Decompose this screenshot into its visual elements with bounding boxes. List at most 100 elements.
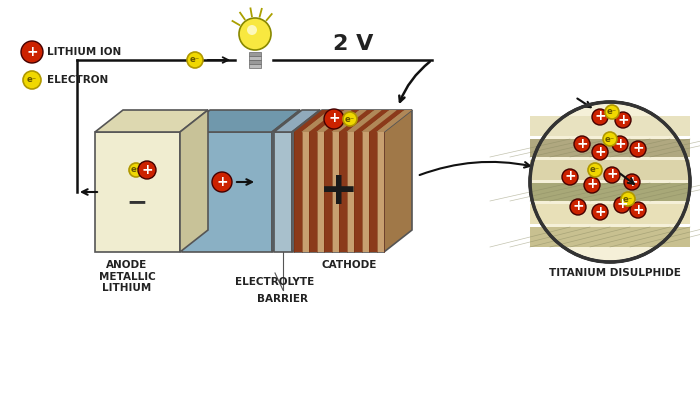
Text: e⁻: e⁻ — [190, 55, 200, 64]
Bar — [361, 132, 369, 252]
Polygon shape — [294, 132, 384, 252]
Bar — [339, 132, 346, 252]
Polygon shape — [182, 132, 272, 252]
Text: e⁻: e⁻ — [345, 114, 355, 123]
Text: CATHODE: CATHODE — [321, 260, 377, 270]
Circle shape — [239, 18, 271, 50]
Circle shape — [187, 52, 203, 68]
Polygon shape — [294, 110, 412, 132]
Circle shape — [592, 144, 608, 160]
Bar — [530, 160, 690, 180]
Polygon shape — [377, 110, 412, 132]
Circle shape — [603, 132, 617, 146]
Text: ELECTRON: ELECTRON — [47, 75, 108, 85]
Bar — [316, 132, 324, 252]
Bar — [309, 132, 316, 252]
Bar — [332, 132, 339, 252]
Text: +: + — [572, 199, 584, 214]
Text: e⁻: e⁻ — [590, 166, 600, 175]
Bar — [294, 132, 302, 252]
Circle shape — [592, 204, 608, 220]
Polygon shape — [274, 110, 320, 132]
Circle shape — [605, 105, 619, 119]
Polygon shape — [274, 132, 292, 252]
Text: +: + — [26, 44, 38, 59]
Circle shape — [562, 169, 578, 185]
Bar — [346, 132, 354, 252]
Polygon shape — [309, 110, 344, 132]
Polygon shape — [180, 110, 208, 252]
Circle shape — [21, 41, 43, 63]
Circle shape — [630, 202, 646, 218]
Polygon shape — [332, 110, 367, 132]
Text: +: + — [319, 169, 359, 214]
Circle shape — [630, 141, 646, 157]
Text: +: + — [606, 168, 618, 182]
Polygon shape — [95, 132, 180, 252]
Circle shape — [129, 163, 143, 177]
Polygon shape — [361, 110, 397, 132]
Circle shape — [621, 192, 635, 206]
Circle shape — [247, 25, 257, 35]
Circle shape — [212, 172, 232, 192]
Text: +: + — [626, 175, 638, 188]
Circle shape — [615, 112, 631, 128]
Text: +: + — [632, 142, 644, 155]
Text: ELECTROLYTE: ELECTROLYTE — [235, 277, 314, 287]
Text: TITANIUM DISULPHIDE: TITANIUM DISULPHIDE — [549, 268, 681, 278]
Circle shape — [324, 109, 344, 129]
Text: e⁻: e⁻ — [607, 107, 617, 116]
Text: −: − — [127, 190, 148, 214]
Circle shape — [343, 112, 357, 126]
Polygon shape — [272, 110, 300, 252]
Text: +: + — [594, 144, 606, 158]
Text: 2 V: 2 V — [333, 34, 374, 54]
Polygon shape — [324, 110, 360, 132]
Text: LITHIUM ION: LITHIUM ION — [47, 47, 121, 57]
Text: e⁻: e⁻ — [605, 134, 615, 144]
Polygon shape — [354, 110, 389, 132]
Text: +: + — [141, 162, 153, 177]
Circle shape — [612, 136, 628, 152]
Text: +: + — [564, 169, 576, 184]
Bar — [369, 132, 377, 252]
Polygon shape — [316, 110, 352, 132]
Text: +: + — [614, 136, 626, 151]
Text: e⁻: e⁻ — [27, 76, 37, 85]
Circle shape — [584, 177, 600, 193]
Bar — [530, 183, 690, 201]
Text: +: + — [328, 112, 339, 125]
Circle shape — [592, 109, 608, 125]
Polygon shape — [384, 110, 412, 252]
Bar — [354, 132, 361, 252]
Text: ANODE
METALLIC
LITHIUM: ANODE METALLIC LITHIUM — [99, 260, 155, 293]
Text: +: + — [594, 109, 606, 123]
Circle shape — [530, 102, 690, 262]
Text: e⁻: e⁻ — [131, 166, 141, 175]
Polygon shape — [95, 110, 208, 132]
Text: +: + — [617, 112, 629, 127]
Circle shape — [604, 167, 620, 183]
Text: BARRIER: BARRIER — [258, 294, 309, 304]
Polygon shape — [346, 110, 382, 132]
Bar — [302, 132, 309, 252]
Text: +: + — [594, 204, 606, 219]
Polygon shape — [294, 110, 330, 132]
Polygon shape — [292, 110, 320, 252]
Circle shape — [138, 161, 156, 179]
Bar — [530, 139, 690, 157]
Polygon shape — [302, 110, 337, 132]
Bar — [377, 132, 384, 252]
Bar — [249, 60, 261, 64]
Circle shape — [588, 163, 602, 177]
Bar — [249, 52, 261, 56]
Polygon shape — [339, 110, 375, 132]
Text: +: + — [216, 175, 228, 188]
Text: +: + — [616, 197, 628, 212]
Bar — [530, 204, 690, 224]
Bar — [530, 116, 690, 136]
Circle shape — [23, 71, 41, 89]
Polygon shape — [182, 110, 300, 132]
Text: e⁻: e⁻ — [623, 195, 633, 204]
Circle shape — [574, 136, 590, 152]
